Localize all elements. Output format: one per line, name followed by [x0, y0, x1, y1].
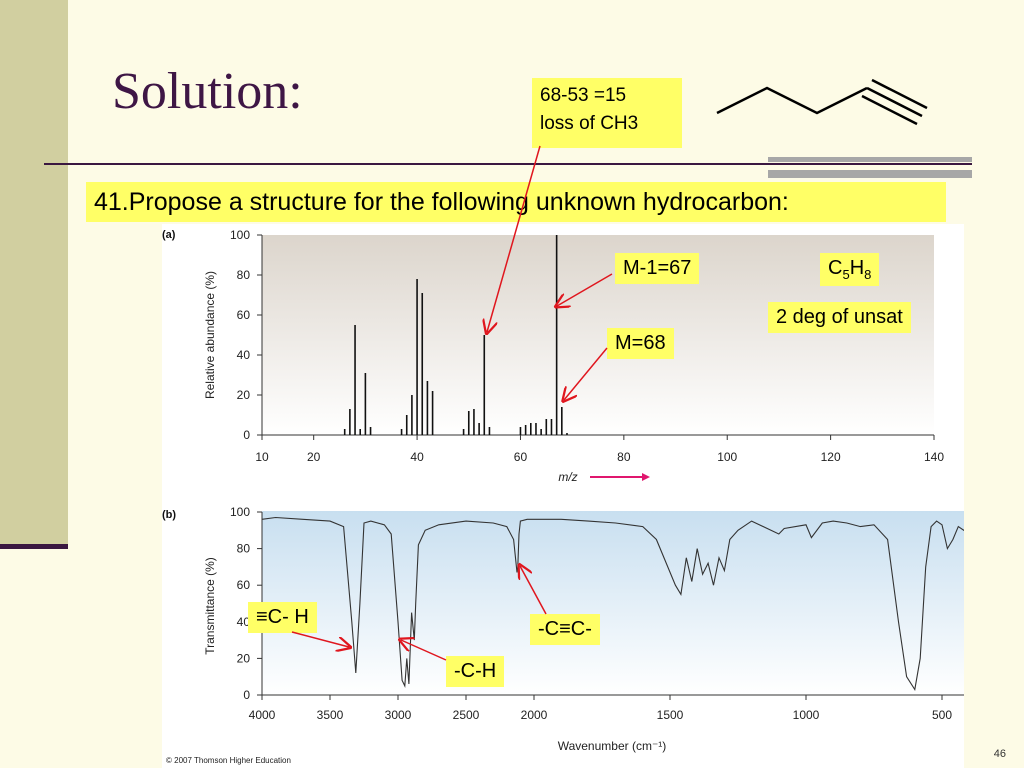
ir-x-tick-label: 1500 [657, 708, 684, 722]
slide-title: Solution: [112, 63, 303, 120]
ir-x-tick-label: 2000 [521, 708, 548, 722]
ms-y-tick-label: 60 [237, 308, 251, 322]
ir-spectrum-line [261, 516, 964, 691]
panel-a-label: (a) [162, 229, 176, 241]
slide-number: 46 [993, 748, 1006, 760]
title-divider [44, 163, 972, 165]
loss-ch3-line1: 68-53 =15 [540, 85, 627, 106]
ms-x-axis-label: m/z [558, 470, 577, 484]
ms-x-tick-label: 120 [821, 450, 841, 464]
formula-sub-5: 5 [842, 267, 850, 282]
ms-y-axis-label: Relative abundance (%) [203, 271, 217, 399]
ms-y-tick-label: 40 [237, 348, 251, 362]
ir-y-tick-label: 80 [237, 542, 251, 556]
ir-y-tick-label: 0 [243, 688, 250, 702]
panel-b-label: (b) [162, 509, 176, 521]
ms-x-tick-label: 10 [255, 450, 269, 464]
ir-x-tick-label: 3500 [317, 708, 344, 722]
formula-sub-8: 8 [864, 267, 872, 282]
ms-axes: 0 20 40 60 80 100 10 20 40 60 80 100 120 140 [230, 228, 944, 464]
ms-y-tick-label: 0 [243, 428, 250, 442]
ms-y-tick-label: 80 [237, 268, 251, 282]
molecule-structure [716, 78, 928, 126]
question-text: 41.Propose a structure for the following… [86, 182, 946, 222]
copyright: © 2007 Thomson Higher Education [166, 756, 291, 765]
ir-x-tick-label: 1000 [793, 708, 820, 722]
ir-y-axis-label: Transmittance (%) [203, 557, 217, 655]
ir-y-tick-label: 60 [237, 578, 251, 592]
ir-x-tick-label: 2500 [453, 708, 480, 722]
ms-x-tick-label: 60 [514, 450, 528, 464]
ms-bars [343, 235, 568, 435]
ir-x-axis-label: Wavenumber (cm⁻¹) [558, 739, 667, 753]
ms-arrow-head [642, 473, 650, 481]
unsaturation-note: 2 deg of unsat [768, 302, 911, 333]
formula-note: C5H8 [820, 253, 880, 286]
ir-axes: 0 20 40 60 80 100 4000 3500 3000 2500 2000 1500 1000… [230, 505, 964, 722]
ms-y-tick-label: 20 [237, 388, 251, 402]
ir-y-tick-label: 20 [237, 651, 251, 665]
alkyne-ch-note: ≡C- H [248, 602, 317, 633]
sidebar-accent-line [0, 544, 68, 549]
loss-ch3-line2: loss of CH3 [540, 113, 639, 134]
formula-h: H [849, 257, 865, 279]
ms-x-tick-label: 100 [717, 450, 737, 464]
molecular-ion-note: M=68 [607, 328, 674, 359]
title-divider-gray-bottom [768, 170, 972, 178]
cc-triple-note: -C≡C- [530, 614, 600, 645]
ms-x-tick-label: 20 [307, 450, 321, 464]
alkyl-ch-note: -C-H [446, 656, 505, 687]
m-minus-1-note: M-1=67 [615, 253, 700, 284]
ms-y-tick-label: 100 [230, 228, 250, 242]
ir-x-tick-label: 4000 [249, 708, 276, 722]
ms-x-tick-label: 80 [617, 450, 631, 464]
ir-x-tick-label: 500 [932, 708, 952, 722]
ms-x-tick-label: 140 [924, 450, 944, 464]
ms-x-tick-label: 40 [410, 450, 424, 464]
ir-y-tick-label: 40 [237, 615, 251, 629]
ir-x-tick-label: 3000 [385, 708, 412, 722]
ir-y-tick-label: 100 [230, 505, 250, 519]
loss-ch3-note: 68-53 =15 loss of CH3 [532, 78, 682, 148]
formula-c: C [828, 257, 843, 279]
title-divider-gray-top [768, 157, 972, 162]
sidebar-band [0, 0, 68, 548]
